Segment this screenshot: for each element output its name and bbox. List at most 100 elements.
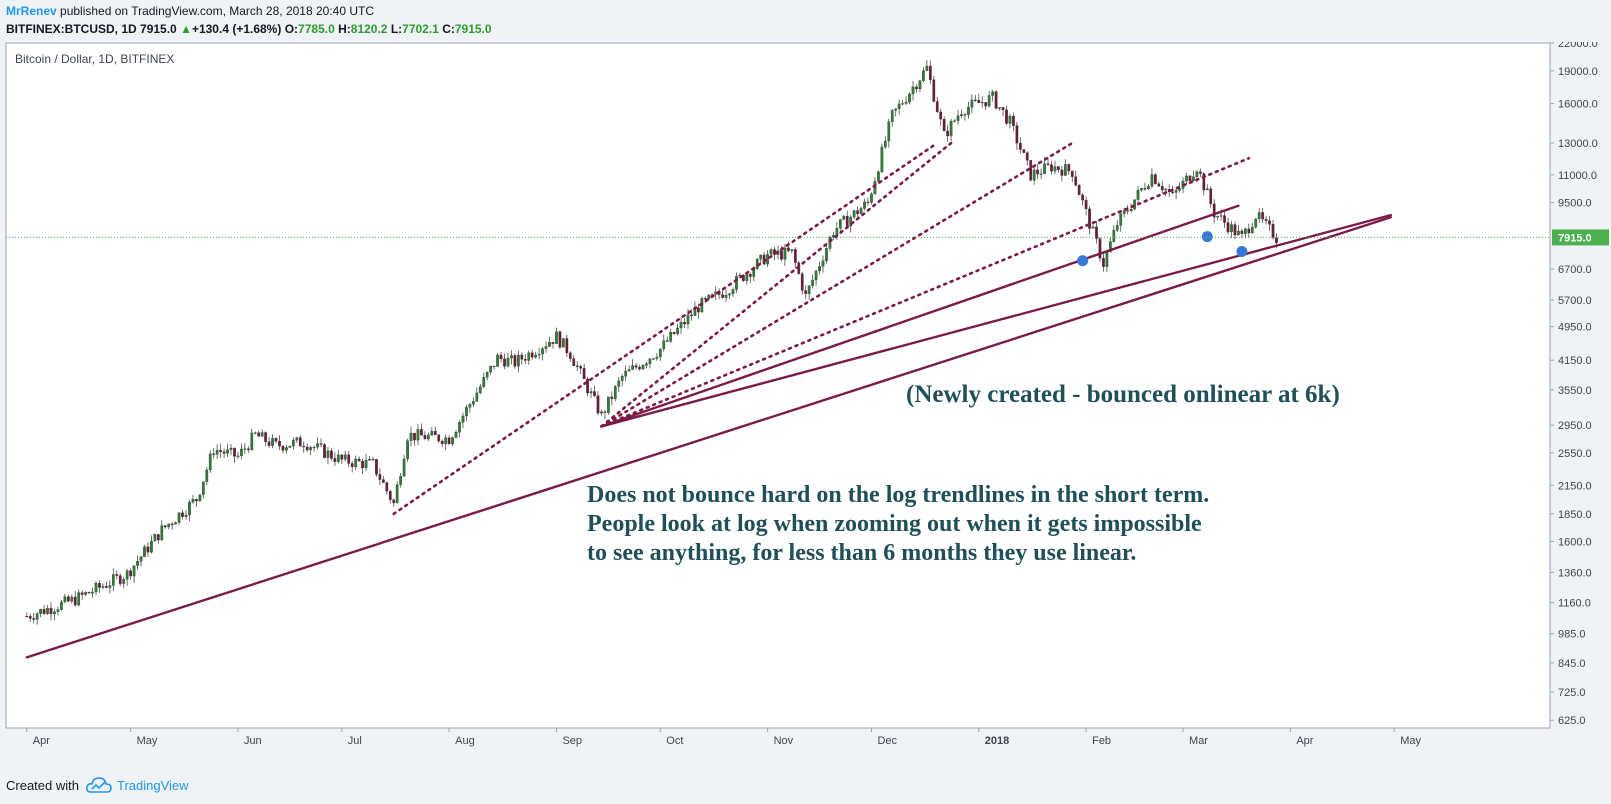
candle <box>395 481 399 504</box>
price-tick-label: 1360.0 <box>1558 567 1592 579</box>
candle <box>852 209 856 220</box>
candle <box>575 361 579 372</box>
trendlines <box>25 141 1392 659</box>
time-axis[interactable]: Apr May Jun Jul Aug Sep Oct Nov Dec 2018 Feb Mar Apr… <box>26 728 1422 747</box>
candle <box>800 271 804 295</box>
candle <box>226 443 229 458</box>
candle <box>759 254 763 265</box>
candle <box>987 91 991 108</box>
candle <box>167 523 171 530</box>
candle <box>340 454 344 465</box>
candle <box>1018 136 1022 154</box>
candle <box>253 431 257 435</box>
dotted-trendline <box>600 156 1251 428</box>
candle <box>1209 186 1213 208</box>
author-link[interactable]: MrRenev <box>6 4 57 18</box>
candle <box>1233 221 1237 240</box>
candle <box>638 364 641 371</box>
candle <box>842 214 846 221</box>
open-value: 7785.0 <box>298 22 335 36</box>
chart-area[interactable]: 625.0 725.0 845.0 985.0 1160.0 1360.0 1600.0 18… <box>0 42 1611 767</box>
chart-header: MrRenev published on TradingView.com, Ma… <box>0 0 1611 42</box>
candle <box>679 317 683 334</box>
solid-trendline <box>25 216 1392 659</box>
candle <box>1050 160 1053 175</box>
candle <box>388 489 392 504</box>
candle <box>1119 212 1123 232</box>
candle <box>198 494 202 503</box>
solid-trendline <box>600 204 1240 428</box>
candle <box>645 361 648 369</box>
candle <box>240 443 243 460</box>
candle <box>1060 166 1064 181</box>
price-tick-label: 625.0 <box>1558 715 1586 727</box>
candle <box>1032 164 1036 185</box>
candle <box>918 79 922 93</box>
candle <box>399 473 403 488</box>
candle <box>980 96 984 108</box>
candle <box>129 568 132 581</box>
candle <box>174 521 177 525</box>
last-price-badge-label: 7915.0 <box>1558 232 1592 244</box>
candle <box>91 587 94 598</box>
candle <box>215 444 219 459</box>
candle <box>1198 168 1202 177</box>
candle <box>160 520 164 541</box>
candle <box>1053 160 1057 175</box>
candle <box>617 377 621 392</box>
candle <box>440 439 444 448</box>
candle <box>721 289 724 299</box>
price-tick-label: 1160.0 <box>1558 598 1591 610</box>
candle <box>513 353 517 369</box>
candle <box>499 352 503 363</box>
candle <box>274 437 278 444</box>
candle <box>465 405 468 421</box>
candle <box>565 334 569 358</box>
candle <box>946 124 949 142</box>
candle <box>1244 227 1247 239</box>
candle <box>939 108 943 126</box>
candle <box>105 581 108 589</box>
candle <box>1247 223 1251 238</box>
candle <box>655 353 659 361</box>
candle <box>818 261 821 275</box>
candle <box>856 206 859 218</box>
candle <box>426 432 430 442</box>
candle <box>451 436 454 447</box>
candle <box>1223 210 1226 228</box>
price-axis[interactable]: 625.0 725.0 845.0 985.0 1160.0 1360.0 1600.0 18… <box>6 42 1609 727</box>
price-tick-label: 9500.0 <box>1558 198 1592 210</box>
tradingview-brand-link[interactable]: TradingView <box>117 778 189 793</box>
change-arrow-icon: ▲ <box>180 22 192 36</box>
price-chart[interactable]: 625.0 725.0 845.0 985.0 1160.0 1360.0 1600.0 18… <box>0 42 1611 767</box>
bounce-marker <box>1201 231 1213 243</box>
candle <box>922 67 925 83</box>
candle <box>222 448 226 459</box>
price-tick-label: 5700.0 <box>1558 295 1592 307</box>
created-with-text: Created with <box>6 778 79 793</box>
candle <box>177 512 181 526</box>
candle <box>153 533 157 542</box>
candle <box>1029 160 1033 182</box>
candle <box>312 445 316 452</box>
candle <box>371 456 375 461</box>
candle <box>984 102 988 110</box>
candle <box>904 96 908 105</box>
candle <box>80 589 84 600</box>
log-trendline <box>600 213 1392 428</box>
candle <box>409 426 413 447</box>
candle <box>378 467 382 486</box>
candle <box>769 248 773 256</box>
candle <box>368 456 371 461</box>
candle <box>28 613 32 622</box>
candle <box>278 435 281 450</box>
candle <box>201 481 205 499</box>
candle <box>271 434 274 449</box>
candle <box>949 118 953 142</box>
candle <box>1057 166 1060 173</box>
candle <box>624 365 628 382</box>
candle <box>35 611 39 625</box>
candle <box>1129 203 1133 213</box>
close-label: C: <box>442 22 455 36</box>
candle <box>825 243 828 264</box>
